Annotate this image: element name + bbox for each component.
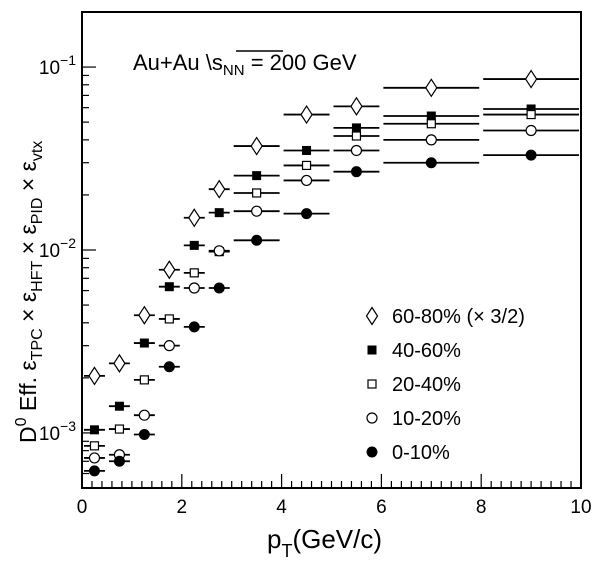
data-point	[163, 340, 175, 352]
x-tick-label: 4	[276, 497, 287, 518]
data-point	[425, 157, 437, 169]
data-point	[188, 282, 200, 294]
data-point	[525, 149, 537, 161]
data-point	[164, 314, 174, 324]
data-point	[425, 134, 437, 146]
data-point	[301, 208, 313, 220]
collision-annotation: Au+Au \sNN = 200 GeV	[133, 50, 357, 79]
legend-item: 40-60%	[367, 340, 461, 362]
data-point	[89, 441, 100, 451]
data-point	[300, 104, 313, 125]
legend-label: 60-80% (× 3/2)	[392, 306, 525, 328]
data-point	[213, 282, 225, 294]
plot-frame	[81, 11, 582, 489]
data-point	[426, 111, 436, 121]
data-point	[252, 171, 262, 181]
x-tick-label: 8	[476, 497, 487, 518]
y-tick-label: 10−1	[39, 52, 76, 79]
x-axis-title: pT(GeV/c)	[267, 524, 382, 561]
data-point	[189, 268, 199, 278]
legend-marker	[367, 345, 377, 355]
data-point	[350, 144, 363, 157]
data-point	[300, 174, 313, 187]
data-point	[250, 136, 263, 156]
series-3	[84, 109, 579, 451]
data-point	[114, 424, 125, 434]
data-point	[188, 321, 200, 333]
data-point	[88, 465, 100, 477]
data-point	[526, 109, 536, 120]
data-point	[251, 234, 263, 246]
legend-marker	[367, 379, 377, 389]
legend-item: 60-80% (× 3/2)	[365, 306, 525, 328]
legend-marker	[366, 412, 378, 424]
series-5	[84, 149, 579, 477]
data-point	[252, 188, 262, 198]
data-point	[89, 425, 99, 435]
data-point	[139, 375, 149, 385]
y-tick-label: 10−3	[39, 418, 76, 445]
data-point	[138, 429, 150, 441]
legend-marker	[366, 446, 378, 458]
data-point	[163, 361, 175, 373]
x-tick-label: 10	[570, 497, 591, 518]
y-tick-label: 10−2	[39, 235, 76, 262]
data-point	[213, 245, 225, 257]
data-point	[139, 338, 149, 348]
legend-item: 10-20%	[366, 408, 461, 430]
chart-legend: 60-80% (× 3/2) 40-60% 20-40% 10-20% 0-10%	[365, 306, 525, 464]
data-point	[426, 119, 436, 129]
data-point	[189, 240, 199, 250]
data-point	[351, 123, 361, 133]
data-point	[301, 160, 312, 171]
legend-label: 20-40%	[392, 374, 461, 396]
legend-marker	[365, 306, 379, 326]
data-point	[251, 205, 263, 217]
legend-label: 40-60%	[392, 340, 461, 362]
data-point	[350, 166, 362, 178]
data-point	[425, 78, 438, 98]
series-1	[84, 69, 579, 386]
chart-axes: 0 2 4 6 8 10 10−3 10−2 10−1	[39, 11, 592, 518]
legend-label: 0-10%	[392, 442, 450, 464]
data-point	[163, 260, 176, 280]
x-tick-label: 6	[376, 497, 387, 518]
data-point	[350, 96, 363, 116]
data-point	[302, 145, 312, 155]
data-point	[88, 366, 101, 386]
data-point	[214, 208, 224, 218]
data-point	[138, 409, 150, 421]
legend-item: 20-40%	[367, 374, 461, 396]
data-point	[88, 452, 101, 464]
data-point	[351, 131, 362, 141]
series-2	[84, 104, 579, 435]
series-4	[84, 124, 579, 464]
chart-marks	[84, 69, 579, 477]
data-point	[113, 455, 125, 467]
x-tick-label: 2	[177, 497, 188, 518]
data-point	[113, 353, 126, 373]
data-point	[164, 282, 174, 292]
data-point	[188, 208, 201, 228]
x-tick-label: 0	[77, 497, 88, 518]
data-point	[213, 179, 226, 199]
legend-item: 0-10%	[366, 442, 450, 464]
data-point	[114, 401, 124, 411]
data-point	[524, 69, 538, 89]
data-point	[525, 124, 537, 137]
legend-label: 10-20%	[392, 408, 461, 430]
y-axis-title: D0 Eff. εTPC × εHFT × εPID × εvtx	[13, 141, 46, 443]
data-point	[138, 305, 151, 325]
